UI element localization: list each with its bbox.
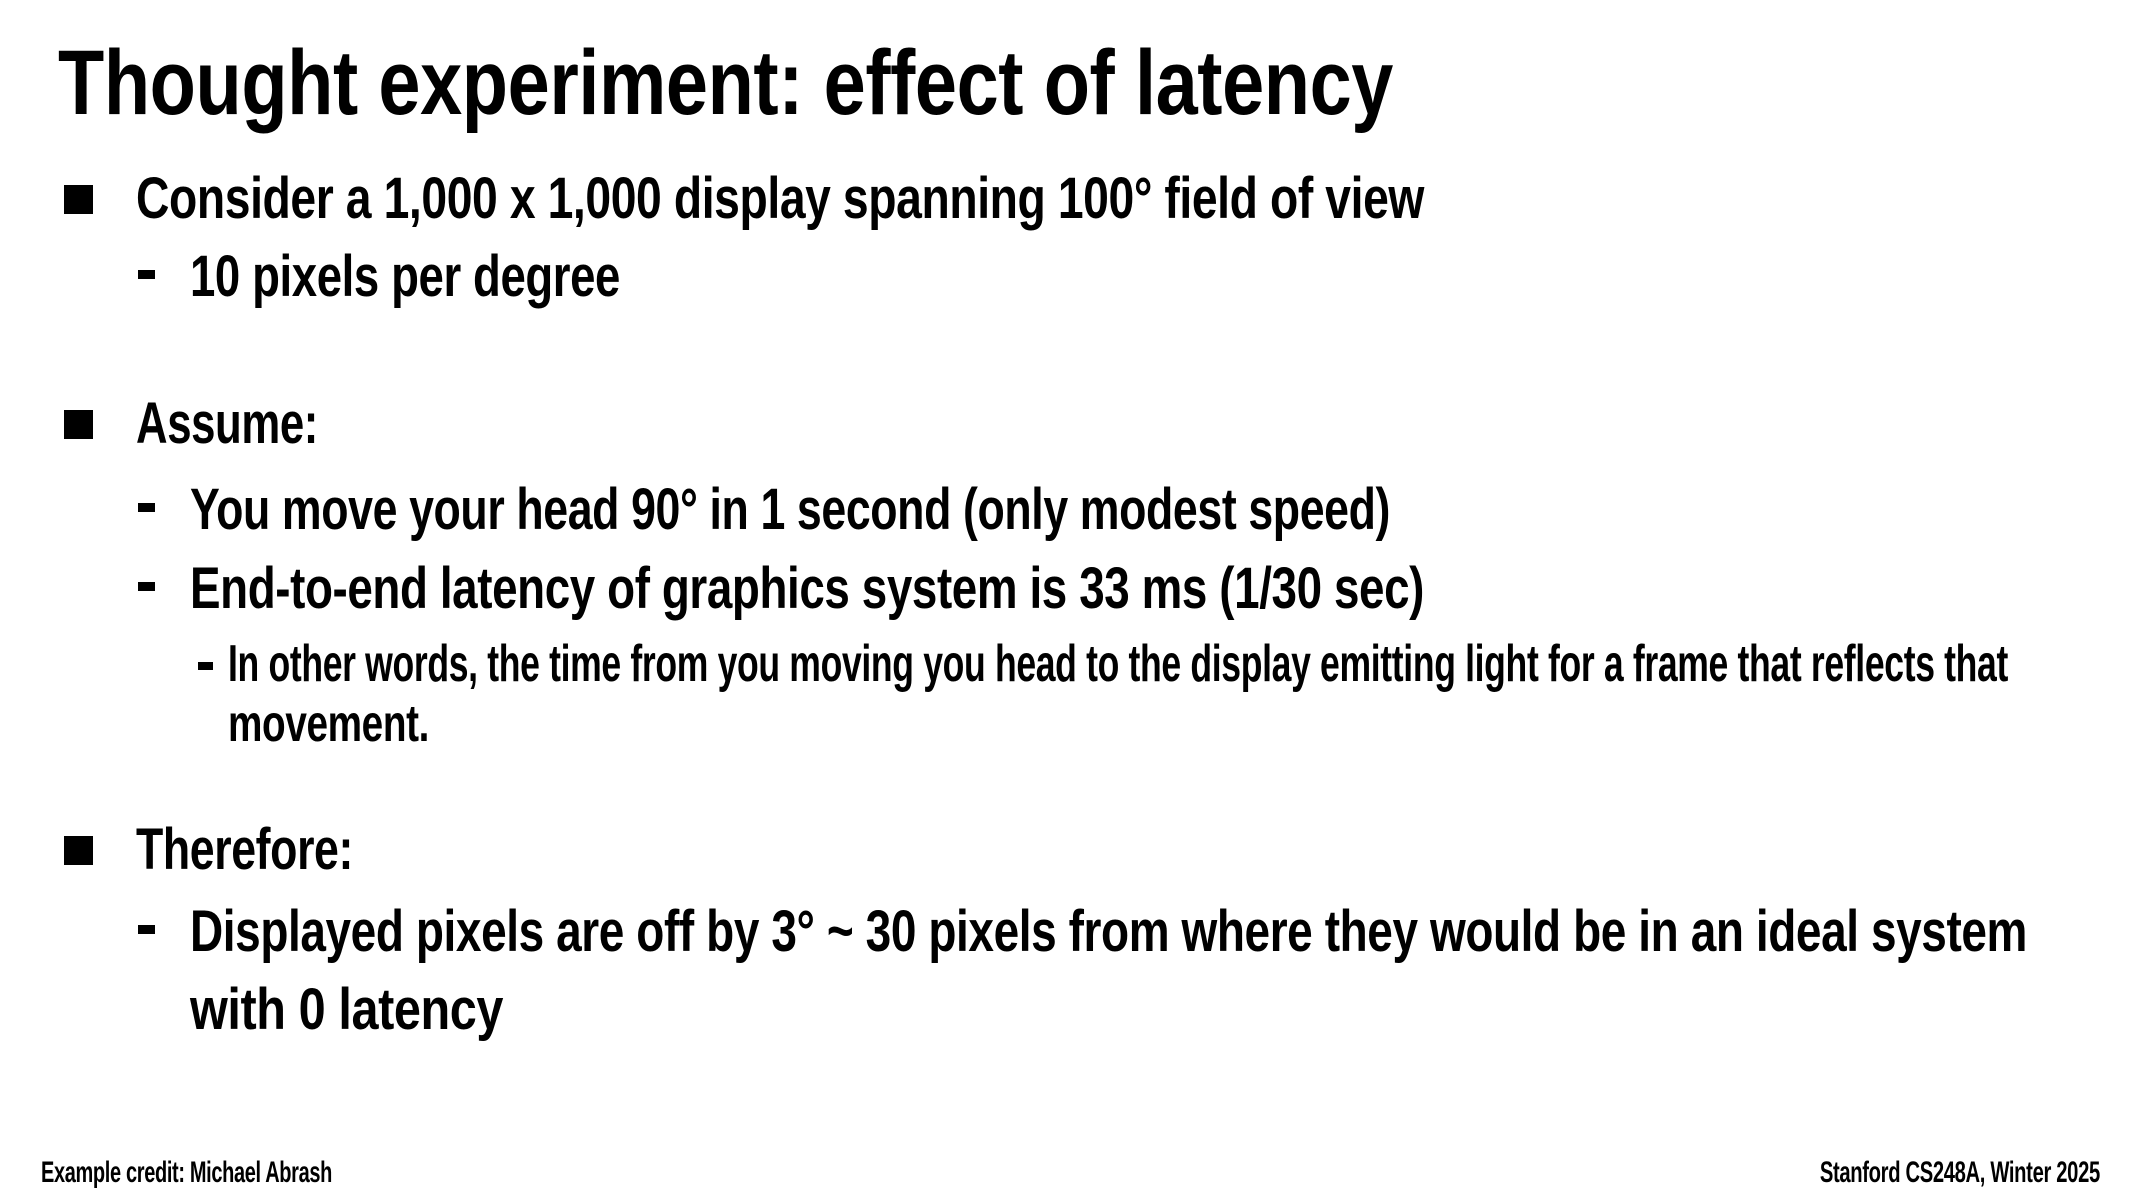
slide-title-text: Thought experiment: effect of latency (58, 32, 1393, 134)
bullet-text: Consider a 1,000 x 1,000 display spannin… (136, 166, 1424, 231)
footer-course-text: Stanford CS248A, Winter 2025 (1820, 1156, 2100, 1189)
bullet-text: End-to-end latency of graphics system is… (190, 556, 1424, 621)
footer-credit-text: Example credit: Michael Abrash (41, 1156, 332, 1189)
square-bullet-icon (64, 185, 93, 214)
footer-credit: Example credit: Michael Abrash (41, 1156, 478, 1191)
dash-bullet-icon (138, 925, 155, 934)
dash-bullet-icon (138, 270, 155, 279)
dash-bullet-icon (198, 662, 213, 670)
bullet-text-line2: with 0 latency (190, 977, 503, 1042)
dash-bullet-icon (138, 582, 155, 591)
bullet-text: 10 pixels per degree (190, 244, 620, 309)
bullet-text: Therefore: (136, 817, 353, 882)
dash-bullet-icon (138, 503, 155, 512)
bullet-text-line1: In other words, the time from you moving… (228, 635, 2008, 693)
bullet-text-line1: Displayed pixels are off by 3° ~ 30 pixe… (190, 899, 2027, 964)
square-bullet-icon (64, 410, 93, 439)
bullet-text: You move your head 90° in 1 second (only… (190, 477, 1390, 542)
bullet-text-line2: movement. (228, 695, 429, 753)
bullet-text: Assume: (136, 391, 318, 456)
footer-course: Stanford CS248A, Winter 2025 (1684, 1156, 2100, 1191)
slide-title: Thought experiment: effect of latency (58, 31, 1680, 137)
square-bullet-icon (64, 836, 93, 865)
